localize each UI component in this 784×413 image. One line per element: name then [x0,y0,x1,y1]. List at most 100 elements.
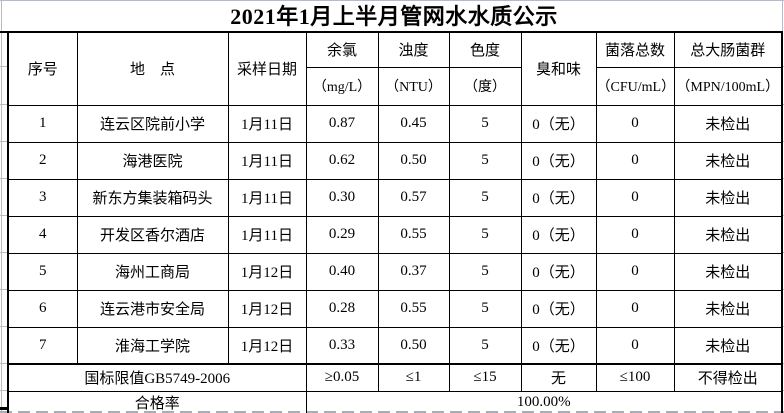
table-row: 7 淮海工学院 1月12日 0.33 0.50 5 0（无） 0 未检出 [7,326,783,365]
header-colony-count: 菌落总数 [595,31,675,68]
gridline-stub [0,390,7,391]
gridline-stub [0,104,7,105]
cell-residual-chlorine: 0.87 [305,104,379,143]
table-row: 2 海港医院 1月11日 0.62 0.50 5 0（无） 0 未检出 [7,141,783,180]
limit-colony-count: ≤100 [595,363,675,392]
cell-sample-date: 1月11日 [227,104,307,143]
cell-odor-taste: 0（无） [520,289,597,328]
pass-rate-value: 100.00% [305,390,783,413]
cell-colony-count: 0 [595,104,675,143]
cell-sample-date: 1月11日 [227,141,307,180]
gridline-right [782,0,783,31]
cell-serial: 7 [7,326,78,365]
cell-coliform: 未检出 [673,289,783,328]
header-odor-taste: 臭和味 [520,31,597,106]
cell-odor-taste: 0（无） [520,178,597,217]
cell-colony-count: 0 [595,141,675,180]
cell-colony-count: 0 [595,215,675,254]
limit-total-coliform: 不得检出 [673,363,783,392]
cell-coliform: 未检出 [673,141,783,180]
cell-sample-date: 1月11日 [227,215,307,254]
cell-location: 新东方集装箱码头 [76,178,229,217]
cell-residual-chlorine: 0.62 [305,141,379,180]
cell-chroma: 5 [448,104,522,143]
cell-coliform: 未检出 [673,104,783,143]
limit-odor-taste: 无 [520,363,597,392]
gridline-stub [0,363,7,364]
pass-rate-label: 合格率 [7,390,307,413]
table-row: 4 开发区香尔酒店 1月11日 0.29 0.55 5 0（无） 0 未检出 [7,215,783,254]
cell-chroma: 5 [448,326,522,365]
gridline-stub [0,66,7,67]
gridline-stub [0,178,7,179]
gridline-stub [0,252,7,253]
cell-sample-date: 1月12日 [227,289,307,328]
page-title: 2021年1月上半月管网水水质公示 [230,4,558,29]
pass-rate-row: 合格率 100.00% [7,390,783,413]
header-location: 地 点 [76,31,229,106]
header-chroma-unit: （度） [448,66,522,106]
cell-serial: 4 [7,215,78,254]
cell-turbidity: 0.37 [377,252,450,291]
cell-serial: 2 [7,141,78,180]
header-colony-count-unit: （CFU/mL） [595,66,675,106]
cell-location: 海港医院 [76,141,229,180]
table-row: 3 新东方集装箱码头 1月11日 0.30 0.57 5 0（无） 0 未检出 [7,178,783,217]
table-bottom-border-extension [0,407,9,410]
cell-turbidity: 0.57 [377,178,450,217]
table-top-border-extension [0,31,9,33]
cell-colony-count: 0 [595,252,675,291]
cell-location: 连云港市安全局 [76,289,229,328]
header-row-2: （mg/L） （NTU） （度） （CFU/mL） （MPN/100mL） [8,66,783,106]
cell-coliform: 未检出 [673,178,783,217]
cell-odor-taste: 0（无） [520,215,597,254]
cell-location: 海州工商局 [76,252,229,291]
cell-turbidity: 0.55 [377,215,450,254]
cell-sample-date: 1月12日 [227,326,307,365]
gridline-stub [0,215,7,216]
cell-colony-count: 0 [595,326,675,365]
cell-serial: 3 [7,178,78,217]
limit-label: 国标限值GB5749-2006 [7,363,307,392]
cell-sample-date: 1月12日 [227,252,307,291]
cell-location: 连云区院前小学 [76,104,229,143]
cell-residual-chlorine: 0.29 [305,215,379,254]
cell-odor-taste: 0（无） [520,104,597,143]
data-rows: 1 连云区院前小学 1月11日 0.87 0.45 5 0（无） 0 未检出 2 海港医院 1月11日… [7,104,783,365]
cell-chroma: 5 [448,141,522,180]
cell-colony-count: 0 [595,289,675,328]
gridline-left [1,0,2,413]
gridline-stub [0,289,7,290]
cell-colony-count: 0 [595,178,675,217]
limit-row: 国标限值GB5749-2006 ≥0.05 ≤1 ≤15 无 ≤100 不得检出 [7,363,783,392]
cell-residual-chlorine: 0.30 [305,178,379,217]
header-turbidity-unit: （NTU） [377,66,450,106]
header-chroma: 色度 [448,31,522,68]
cell-chroma: 5 [448,178,522,217]
cell-turbidity: 0.50 [377,326,450,365]
limit-residual-chlorine: ≥0.05 [305,363,379,392]
cell-serial: 6 [7,289,78,328]
header-serial: 序号 [7,31,78,106]
header-total-coliform: 总大肠菌群 [673,31,783,68]
cell-turbidity: 0.45 [377,104,450,143]
cell-odor-taste: 0（无） [520,252,597,291]
cell-residual-chlorine: 0.28 [305,289,379,328]
cell-turbidity: 0.50 [377,141,450,180]
table-row: 1 连云区院前小学 1月11日 0.87 0.45 5 0（无） 0 未检出 [7,104,783,143]
limit-turbidity: ≤1 [377,363,450,392]
header-turbidity: 浊度 [377,31,450,68]
cell-chroma: 5 [448,289,522,328]
limit-chroma: ≤15 [448,363,522,392]
cell-chroma: 5 [448,215,522,254]
cell-odor-taste: 0（无） [520,326,597,365]
cell-location: 开发区香尔酒店 [76,215,229,254]
cell-residual-chlorine: 0.40 [305,252,379,291]
cell-residual-chlorine: 0.33 [305,326,379,365]
cell-sample-date: 1月11日 [227,178,307,217]
table-row: 5 海州工商局 1月12日 0.40 0.37 5 0（无） 0 未检出 [7,252,783,291]
cell-chroma: 5 [448,252,522,291]
cell-odor-taste: 0（无） [520,141,597,180]
cell-location: 淮海工学院 [76,326,229,365]
